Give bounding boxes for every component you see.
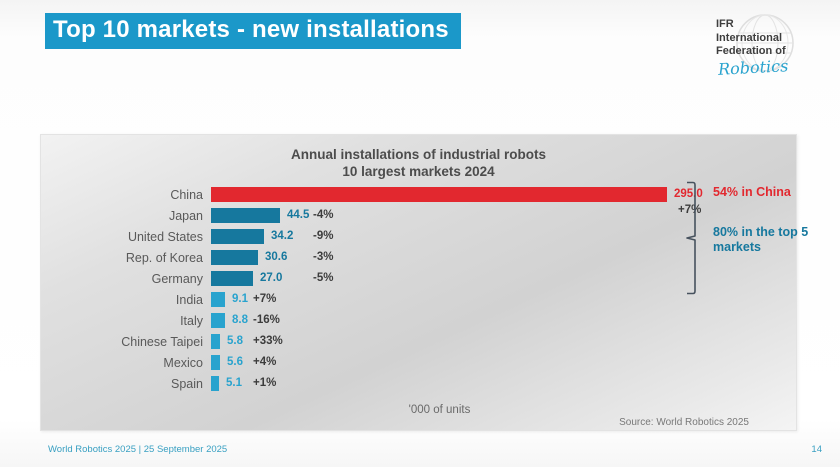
globe-icon: [736, 14, 794, 72]
bar-zone: 27.0 -5%: [211, 268, 796, 289]
bar-change: -3%: [313, 251, 334, 263]
bar-change: +33%: [253, 335, 283, 347]
bar-label: Japan: [168, 208, 203, 223]
chart-row: Italy 8.8 -16%: [41, 310, 796, 331]
chart-rows: China 295.0 +7% Japan 44.5 -4% United States 34…: [41, 184, 796, 394]
annotation-china-share: 54% in China: [713, 185, 791, 199]
bar-label: India: [175, 292, 203, 307]
chart-title-line1: Annual installations of industrial robot…: [290, 147, 546, 162]
bar-value: 5.8: [227, 335, 243, 347]
chart-row: United States 34.2 -9%: [41, 226, 796, 247]
bar-value: 34.2: [271, 230, 294, 242]
bar-zone: 34.2 -9%: [211, 226, 796, 247]
bar-change: -9%: [313, 230, 334, 242]
chart-row: Mexico 5.6 +4%: [41, 352, 796, 373]
page-title: Top 10 markets - new installations: [45, 13, 461, 49]
bar-zone: 9.1 +7%: [211, 289, 796, 310]
bar-label: Mexico: [163, 355, 203, 370]
bar-change: +1%: [253, 377, 277, 389]
chart-title: Annual installations of industrial robot…: [41, 147, 796, 180]
annotation-top5-share: 80% in the top 5 markets: [713, 225, 809, 254]
chart-title-line2: 10 largest markets 2024: [342, 163, 495, 179]
bar-value: 5.1: [226, 377, 242, 389]
bar: [211, 334, 220, 349]
bar-label: Germany: [151, 271, 203, 286]
bar-zone: 8.8 -16%: [211, 310, 796, 331]
logo-line-international: International: [716, 31, 783, 44]
bar: [211, 271, 253, 286]
chart-row: India 9.1 +7%: [41, 289, 796, 310]
axis-unit-label: '000 of units: [408, 404, 471, 416]
bar-value: 5.6: [227, 356, 243, 368]
bar-value: 27.0: [260, 272, 283, 284]
ifr-logo: IFR International Federation of Robotics: [716, 14, 828, 88]
bar-change: +7%: [253, 293, 277, 305]
top5-bracket: [686, 181, 696, 295]
bar-zone: 295.0 +7%: [211, 184, 796, 216]
logo-line-ifr: IFR: [716, 18, 734, 30]
bar-zone: 30.6 -3%: [211, 247, 796, 268]
bar-label: Rep. of Korea: [125, 250, 203, 265]
bar: [211, 292, 225, 307]
bar-zone: 5.6 +4%: [211, 352, 796, 373]
bar-value: 9.1: [232, 293, 248, 305]
bar-label: China: [170, 187, 203, 202]
chart-panel: Annual installations of industrial robot…: [40, 134, 808, 431]
bar-label: Chinese Taipei: [121, 334, 203, 349]
bar-label: Italy: [180, 313, 203, 328]
page-number: 14: [811, 444, 822, 455]
bar-label: United States: [127, 229, 203, 244]
chart-row: Spain 5.1 +1%: [41, 373, 796, 394]
chart-row: Germany 27.0 -5%: [41, 268, 796, 289]
bar: [211, 355, 220, 370]
logo-line-federation: Federation of: [716, 45, 786, 57]
chart-row: Chinese Taipei 5.8 +33%: [41, 331, 796, 352]
bar-value: 8.8: [232, 314, 248, 326]
bar-value: 30.6: [265, 251, 288, 263]
bar-zone: 5.8 +33%: [211, 331, 796, 352]
bar-zone: 44.5 -4%: [211, 205, 796, 226]
bar-change: -5%: [313, 272, 334, 284]
bar: [211, 313, 225, 328]
bar-value: 44.5: [287, 209, 310, 221]
bar: [211, 208, 280, 223]
bar-label: Spain: [171, 376, 203, 391]
bar-zone: 5.1 +1%: [211, 373, 796, 394]
source-note: Source: World Robotics 2025: [619, 417, 749, 428]
logo-script-robotics: Robotics: [717, 55, 789, 79]
bar: [211, 229, 264, 244]
chart-row: Japan 44.5 -4%: [41, 205, 796, 226]
bar-change: -4%: [313, 209, 334, 221]
bar-change: -16%: [253, 314, 280, 326]
footer-doc-info: World Robotics 2025 | 25 September 2025: [48, 444, 228, 455]
bar: [211, 250, 258, 265]
bar: [211, 187, 667, 202]
chart-row: Rep. of Korea 30.6 -3%: [41, 247, 796, 268]
bar: [211, 376, 219, 391]
bar-change: +4%: [253, 356, 277, 368]
